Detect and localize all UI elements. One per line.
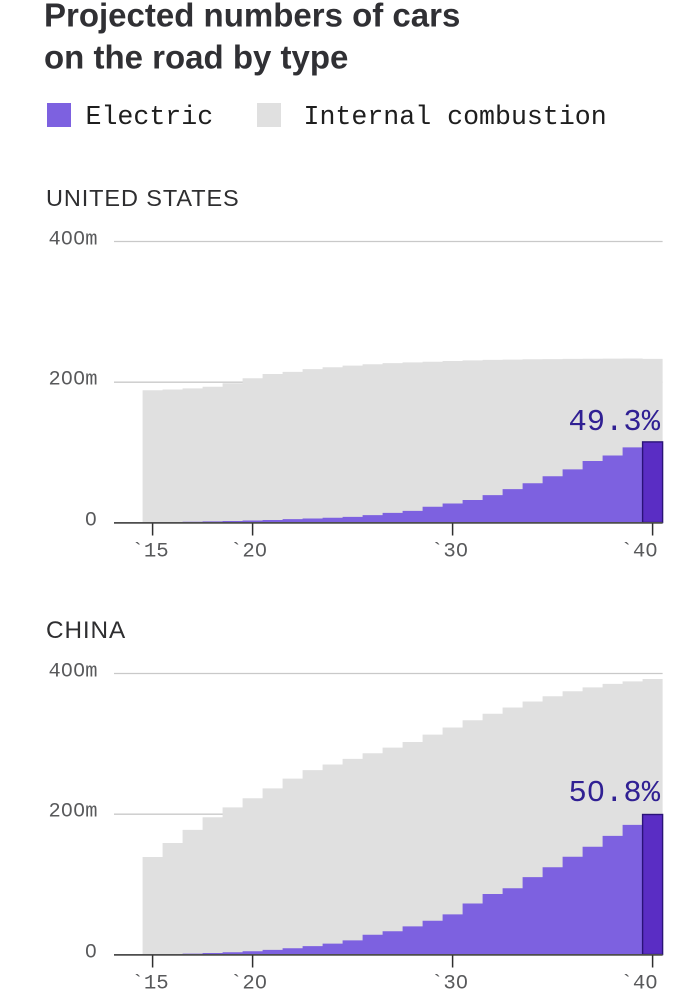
svg-text:`15: `15 (131, 973, 168, 996)
svg-text:50.8%: 50.8% (568, 777, 660, 811)
svg-text:200m: 200m (49, 801, 98, 824)
svg-text:`20: `20 (230, 541, 267, 564)
svg-text:`15: `15 (131, 541, 168, 564)
svg-text:Electric: Electric (86, 102, 214, 132)
svg-text:`30: `30 (431, 541, 468, 564)
svg-text:`40: `40 (620, 973, 657, 996)
svg-text:Internal combustion: Internal combustion (304, 102, 607, 132)
svg-text:400m: 400m (49, 660, 98, 683)
svg-text:49.3%: 49.3% (568, 406, 660, 440)
svg-text:400m: 400m (49, 228, 98, 251)
svg-text:200m: 200m (49, 369, 98, 392)
svg-text:on the road by type: on the road by type (44, 39, 348, 76)
svg-text:`40: `40 (620, 541, 657, 564)
svg-text:CHINA: CHINA (46, 617, 126, 644)
svg-text:`30: `30 (431, 973, 468, 996)
svg-text:`20: `20 (230, 973, 267, 996)
svg-text:UNITED STATES: UNITED STATES (46, 185, 240, 211)
svg-text:Projected numbers of cars: Projected numbers of cars (44, 0, 460, 34)
